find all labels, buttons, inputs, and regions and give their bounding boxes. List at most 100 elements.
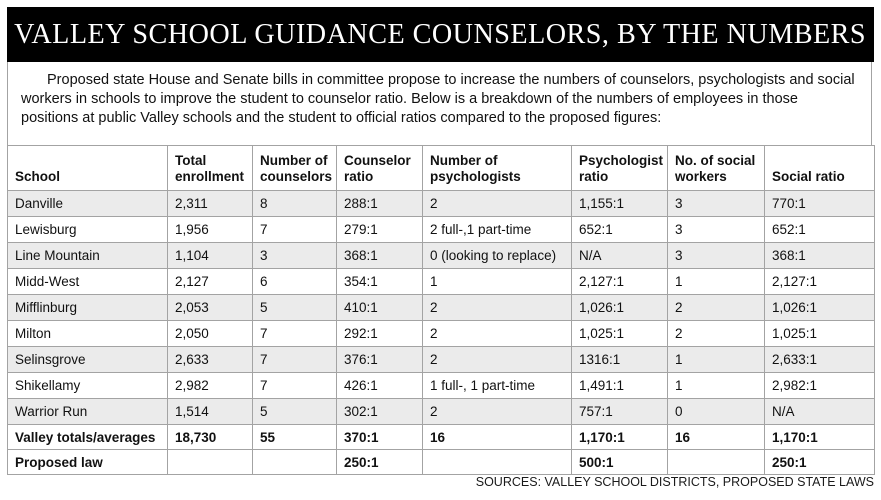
table-row: Lewisburg 1,956 7 279:1 2 full-,1 part-time 6…	[7, 216, 875, 243]
value-cell: 2,053	[167, 294, 253, 321]
table-header-row: School Total enrollment Number of counselo…	[7, 145, 875, 191]
value-cell: 0 (looking to replace)	[422, 242, 572, 269]
row-label-cell: Line Mountain	[7, 242, 168, 269]
value-cell: 1	[667, 372, 765, 399]
value-cell: 2,311	[167, 190, 253, 217]
value-cell: 1316:1	[571, 346, 668, 373]
summary-row: Valley totals/averages 18,730 55 370:1 16 1,1…	[7, 424, 875, 450]
value-cell: 7	[252, 346, 337, 373]
value-cell: 1,026:1	[764, 294, 875, 321]
value-cell: 1	[422, 268, 572, 295]
value-cell: 5	[252, 398, 337, 425]
value-cell: 770:1	[764, 190, 875, 217]
value-cell: 1,491:1	[571, 372, 668, 399]
value-cell: 1,104	[167, 242, 253, 269]
value-cell: 18,730	[167, 424, 253, 450]
table-row: Milton 2,050 7 292:1 2 1,025:1 2 1,025:1	[7, 320, 875, 347]
value-cell: 2	[667, 320, 765, 347]
value-cell: 1,170:1	[571, 424, 668, 450]
table-row: Selinsgrove 2,633 7 376:1 2 1316:1 1 2,633:1	[7, 346, 875, 373]
row-label-cell: Danville	[7, 190, 168, 217]
value-cell: 279:1	[336, 216, 423, 243]
column-header: Social ratio	[764, 145, 875, 191]
value-cell: 3	[667, 190, 765, 217]
summary-row: Proposed law 250:1 500:1 250:1	[7, 449, 875, 475]
value-cell: 2	[422, 320, 572, 347]
column-header: No. of social workers	[667, 145, 765, 191]
value-cell: 1,956	[167, 216, 253, 243]
value-cell: 7	[252, 216, 337, 243]
value-cell: 426:1	[336, 372, 423, 399]
table-summary: Valley totals/averages 18,730 55 370:1 16 1,1…	[7, 424, 875, 475]
row-label-cell: Lewisburg	[7, 216, 168, 243]
column-header: School	[7, 145, 168, 191]
value-cell: 3	[667, 242, 765, 269]
row-label-cell: Warrior Run	[7, 398, 168, 425]
value-cell: 2	[422, 190, 572, 217]
value-cell: 7	[252, 320, 337, 347]
value-cell: 2,633	[167, 346, 253, 373]
value-cell: 2	[422, 346, 572, 373]
value-cell: 2	[667, 294, 765, 321]
value-cell	[422, 449, 572, 475]
value-cell: 3	[667, 216, 765, 243]
table-row: Danville 2,311 8 288:1 2 1,155:1 3 770:1	[7, 190, 875, 217]
value-cell: 6	[252, 268, 337, 295]
table-row: Line Mountain 1,104 3 368:1 0 (looking to re…	[7, 242, 875, 269]
column-header: Number of counselors	[252, 145, 337, 191]
value-cell: 16	[422, 424, 572, 450]
value-cell: 2,127:1	[764, 268, 875, 295]
value-cell: 368:1	[336, 242, 423, 269]
value-cell: 1,025:1	[571, 320, 668, 347]
table-row: Mifflinburg 2,053 5 410:1 2 1,026:1 2 1,026:1	[7, 294, 875, 321]
table-row: Shikellamy 2,982 7 426:1 1 full-, 1 part-tim…	[7, 372, 875, 399]
value-cell: 7	[252, 372, 337, 399]
value-cell: 370:1	[336, 424, 423, 450]
value-cell: 652:1	[571, 216, 668, 243]
value-cell	[667, 449, 765, 475]
row-label-cell: Shikellamy	[7, 372, 168, 399]
value-cell: 55	[252, 424, 337, 450]
row-label-cell: Valley totals/averages	[7, 424, 168, 450]
table-row: Warrior Run 1,514 5 302:1 2 757:1 0 N/A	[7, 398, 875, 425]
sources-line: SOURCES: VALLEY SCHOOL DISTRICTS, PROPOS…	[475, 475, 874, 489]
row-label-cell: Midd-West	[7, 268, 168, 295]
value-cell: 376:1	[336, 346, 423, 373]
value-cell: 292:1	[336, 320, 423, 347]
value-cell: N/A	[764, 398, 875, 425]
intro-paragraph: Proposed state House and Senate bills in…	[21, 72, 855, 126]
table-row: Midd-West 2,127 6 354:1 1 2,127:1 1 2,127:1	[7, 268, 875, 295]
column-header: Number of psychologists	[422, 145, 572, 191]
value-cell: 302:1	[336, 398, 423, 425]
value-cell: 0	[667, 398, 765, 425]
value-cell: 500:1	[571, 449, 668, 475]
value-cell: 1	[667, 346, 765, 373]
value-cell: 410:1	[336, 294, 423, 321]
value-cell	[167, 449, 253, 475]
column-header: Psychologist ratio	[571, 145, 668, 191]
value-cell: 2,982	[167, 372, 253, 399]
value-cell: 1,170:1	[764, 424, 875, 450]
value-cell: 3	[252, 242, 337, 269]
value-cell: 2	[422, 294, 572, 321]
value-cell: 652:1	[764, 216, 875, 243]
value-cell: 16	[667, 424, 765, 450]
value-cell: 1,514	[167, 398, 253, 425]
value-cell: 2,050	[167, 320, 253, 347]
value-cell: 8	[252, 190, 337, 217]
table-body: Danville 2,311 8 288:1 2 1,155:1 3 770:1 Lewisbu…	[7, 190, 875, 425]
value-cell: 250:1	[336, 449, 423, 475]
row-label-cell: Milton	[7, 320, 168, 347]
value-cell: 2,127:1	[571, 268, 668, 295]
value-cell: 354:1	[336, 268, 423, 295]
value-cell: 288:1	[336, 190, 423, 217]
value-cell: 1,025:1	[764, 320, 875, 347]
value-cell: 1,155:1	[571, 190, 668, 217]
value-cell: 2 full-,1 part-time	[422, 216, 572, 243]
counselors-table: School Total enrollment Number of counselo…	[7, 145, 875, 475]
value-cell: 2,127	[167, 268, 253, 295]
value-cell: 250:1	[764, 449, 875, 475]
row-label-cell: Mifflinburg	[7, 294, 168, 321]
value-cell	[252, 449, 337, 475]
